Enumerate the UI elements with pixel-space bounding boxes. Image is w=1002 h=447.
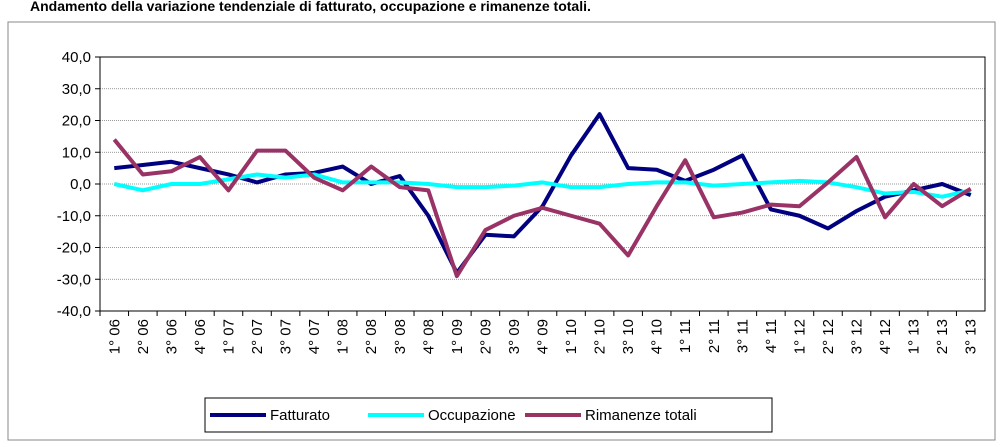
x-tick-label: 1° 11 — [677, 319, 694, 353]
x-tick-label: 1° 06 — [106, 319, 123, 354]
x-tick-label: 2° 07 — [249, 319, 266, 354]
x-tick-label: 1° 12 — [791, 319, 808, 354]
x-tick-label: 1° 08 — [335, 319, 352, 354]
x-tick-label: 3° 12 — [849, 319, 866, 354]
series-line — [112, 138, 972, 279]
y-tick-label: -10,0 — [57, 208, 91, 225]
chart-border — [7, 21, 996, 441]
x-tick-label: 2° 08 — [363, 319, 380, 354]
x-tick-label: 1° 10 — [563, 319, 580, 354]
chart-title: Andamento della variazione tendenziale d… — [30, 0, 591, 14]
x-tick-label: 4° 07 — [306, 319, 323, 354]
x-tick-label: 3° 07 — [278, 319, 295, 354]
x-tick-label: 4° 08 — [420, 319, 437, 354]
x-tick-label: 4° 09 — [535, 319, 552, 354]
legend-label: Occupazione — [428, 407, 516, 424]
x-tick-label: 3° 10 — [620, 319, 637, 354]
x-tick-label: 3° 09 — [506, 319, 523, 354]
x-tick-label: 4° 12 — [877, 319, 894, 354]
x-tick-label: 1° 09 — [449, 319, 466, 354]
y-tick-label: 20,0 — [62, 113, 91, 130]
x-tick-label: 3° 11 — [734, 319, 751, 353]
y-tick-label: -20,0 — [57, 240, 91, 257]
x-tick-label: 4° 06 — [192, 319, 209, 354]
legend — [204, 397, 773, 433]
y-tick-label: 30,0 — [62, 81, 91, 98]
legend-label: Rimanenze totali — [585, 407, 697, 424]
x-tick-label: 4° 11 — [763, 319, 780, 353]
x-tick-label: 3° 13 — [963, 319, 980, 354]
x-tick-label: 1° 13 — [906, 319, 923, 354]
y-tick-label: -30,0 — [57, 271, 91, 288]
y-tick-label: 0,0 — [70, 176, 91, 193]
x-tick-label: 3° 08 — [392, 319, 409, 354]
x-tick-label: 2° 06 — [135, 319, 152, 354]
x-tick-label: 3° 06 — [163, 319, 180, 354]
y-tick-label: 40,0 — [62, 49, 91, 66]
x-tick-label: 4° 10 — [649, 319, 666, 354]
x-tick-label: 2° 11 — [706, 319, 723, 353]
x-tick-label: 2° 12 — [820, 319, 837, 354]
x-tick-label: 2° 10 — [592, 319, 609, 354]
x-tick-label: 1° 07 — [220, 319, 237, 354]
legend-label: Fatturato — [270, 407, 330, 424]
x-tick-label: 2° 13 — [934, 319, 951, 354]
y-tick-label: -40,0 — [57, 303, 91, 320]
y-tick-label: 10,0 — [62, 144, 91, 161]
x-tick-label: 2° 09 — [477, 319, 494, 354]
